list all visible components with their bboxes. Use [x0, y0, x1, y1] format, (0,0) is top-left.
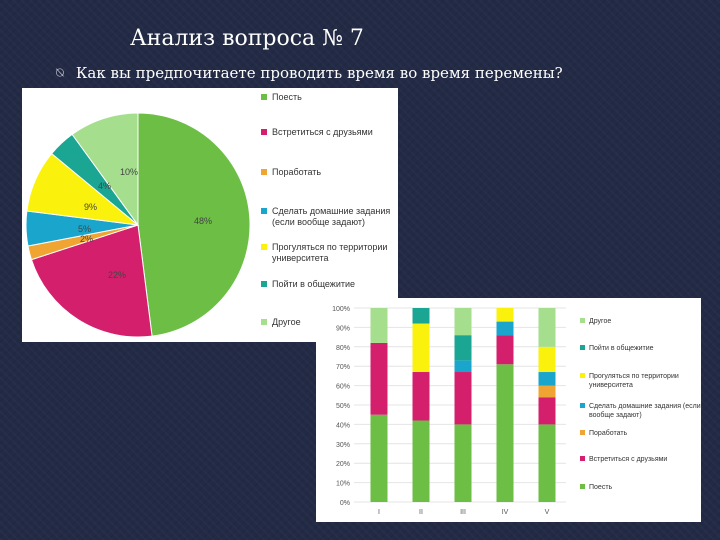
- pie-data-label: 4%: [98, 181, 111, 191]
- bar-segment-пойти-в-общежитие: [454, 335, 472, 361]
- question-text: Как вы предпочитаете проводить время во …: [75, 64, 563, 82]
- bar-segment-другое: [538, 308, 556, 347]
- bar-segment-поесть: [538, 424, 556, 502]
- bar-legend-swatch: [580, 456, 585, 461]
- pie-data-label: 5%: [78, 224, 91, 234]
- pie-legend-swatch: [261, 281, 267, 287]
- pie-legend-swatch: [261, 244, 267, 250]
- bar-y-tick-label: 0%: [340, 500, 350, 507]
- bar-y-tick-label: 70%: [336, 364, 350, 371]
- pie-legend-swatch: [261, 169, 267, 175]
- bar-segment-встретиться-с-друзьями: [412, 372, 430, 421]
- pie-legend-swatch: [261, 208, 267, 214]
- bar-chart-panel: 0% 10% 20% 30% 40% 50% 60% 70% 80% 90% 100% I II III I…: [316, 298, 701, 522]
- bar-segment-поесть: [454, 424, 472, 502]
- stacked-bar-chart: 0%10%20%30%40%50%60%70%80%90%100%I II III I…: [332, 306, 701, 516]
- pie-data-label: 9%: [84, 202, 97, 212]
- pie-legend-label: Пойти в общежитие: [272, 279, 355, 289]
- bar-legend-swatch: [580, 403, 585, 408]
- pie-legend-swatch: [261, 129, 267, 135]
- bar-legend-label: Прогуляться по территории университета: [589, 373, 679, 389]
- bar-x-tick-label: IV: [502, 509, 509, 516]
- pie-legend-swatch: [261, 319, 267, 325]
- bar-x-tick-label: II: [419, 509, 423, 516]
- bar-segment-поработать: [538, 385, 556, 398]
- bar-y-tick-label: 50%: [336, 403, 350, 410]
- bar-y-tick-label: 40%: [336, 422, 350, 429]
- bar-y-tick-label: 90%: [336, 325, 350, 332]
- bar-legend-label: Пойти в общежитие: [589, 344, 654, 352]
- bar-y-tick-label: 30%: [336, 442, 350, 449]
- pie-legend-label: Поработать: [272, 167, 321, 177]
- pie-data-label: 22%: [108, 270, 126, 280]
- pie-legend-label: Другое: [272, 317, 301, 327]
- question-row: ⍉ Как вы предпочитаете проводить время в…: [56, 64, 563, 82]
- bar-legend-swatch: [580, 430, 585, 435]
- bar-segment-другое: [370, 308, 388, 343]
- bar-segment-сделать-домашние-задания-если-вообще-задают: [496, 321, 514, 336]
- bar-x-tick-label: III: [460, 509, 466, 516]
- bar-legend-swatch: [580, 318, 585, 323]
- bar-legend-label: Сделать домашние задания (если вообще зад…: [589, 403, 701, 419]
- bar-segment-встретиться-с-друзьями: [454, 372, 472, 425]
- bar-segment-поесть: [370, 414, 388, 502]
- bar-segment-прогуляться-по-территории-университета: [412, 323, 430, 373]
- bar-segment-сделать-домашние-задания-если-вообще-задают: [538, 372, 556, 386]
- bar-segment-поесть: [412, 420, 430, 502]
- bar-segment-поесть: [496, 364, 514, 502]
- pie-legend-label: Поесть: [272, 92, 302, 102]
- slide-title: Анализ вопроса № 7: [130, 26, 364, 51]
- bar-legend-swatch: [580, 484, 585, 489]
- bar-legend-label: Поработать: [589, 429, 628, 437]
- bar-segment-сделать-домашние-задания-если-вообще-задают: [454, 360, 472, 373]
- bar-x-tick-label: V: [545, 509, 550, 516]
- bar-x-tick-label: I: [378, 509, 380, 516]
- pie-legend-swatch: [261, 94, 267, 100]
- pie-legend-label: Сделать домашние задания (если вообще зад…: [272, 206, 390, 227]
- bar-y-tick-label: 20%: [336, 461, 350, 468]
- bar-segment-встретиться-с-друзьями: [496, 335, 514, 365]
- bar-y-tick-label: 10%: [336, 481, 350, 488]
- bar-legend-label: Поесть: [589, 484, 613, 491]
- bullet-icon: ⍉: [56, 65, 64, 81]
- bar-segment-встретиться-с-друзьями: [538, 397, 556, 425]
- pie-data-label: 48%: [194, 216, 212, 226]
- bar-segment-пойти-в-общежитие: [412, 308, 430, 324]
- bar-legend-label: Встретиться с друзьями: [589, 456, 667, 463]
- bar-segment-прогуляться-по-территории-университета: [496, 308, 514, 322]
- pie-data-label: 10%: [120, 167, 138, 177]
- bar-segment-прогуляться-по-территории-университета: [538, 346, 556, 373]
- bar-y-tick-label: 80%: [336, 345, 350, 352]
- pie-data-label: 2%: [80, 234, 93, 244]
- bar-legend-label: Другое: [589, 318, 611, 325]
- pie-chart-panel: 48% 22% 2% 5% 9% 4% 10% Поесть Встретиться с дру…: [22, 88, 398, 342]
- bar-legend-swatch: [580, 345, 585, 350]
- bar-y-tick-label: 60%: [336, 384, 350, 391]
- bar-legend-swatch: [580, 373, 585, 378]
- pie-slice-поесть: [137, 112, 251, 337]
- pie-slice-встретиться-с-друзьями: [30, 224, 153, 338]
- pie-legend-label: Встретиться с друзьями: [272, 127, 373, 137]
- pie-slice-другое: [71, 112, 139, 227]
- pie-legend-label: Прогуляться по территории университета: [272, 242, 387, 263]
- bar-y-tick-label: 100%: [332, 306, 350, 313]
- pie-chart: 48% 22% 2%5% 9% 4% 10% Поесть Встретиться с дру…: [25, 92, 390, 338]
- bar-segment-другое: [454, 308, 472, 336]
- bar-segment-встретиться-с-друзьями: [370, 342, 388, 415]
